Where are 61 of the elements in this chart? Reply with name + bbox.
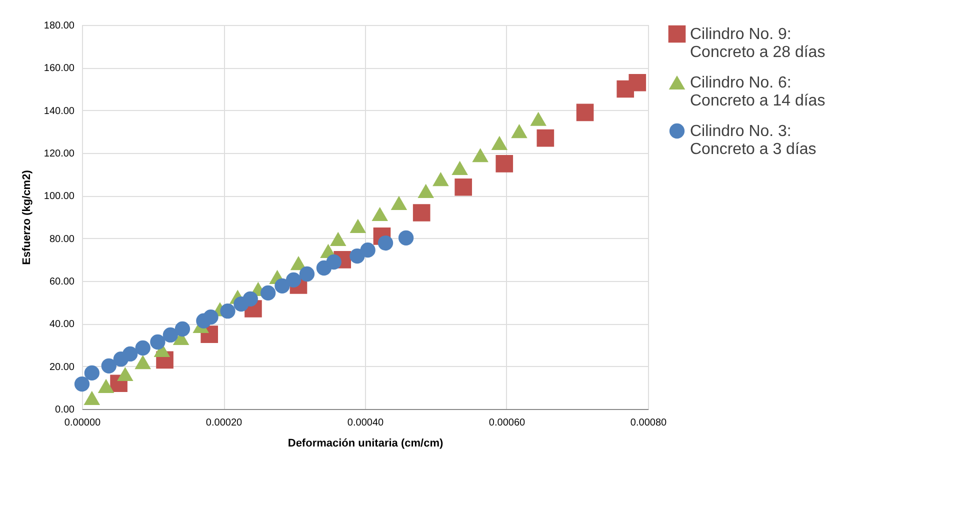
point — [299, 266, 315, 282]
point — [117, 366, 134, 382]
x-tick-label: 0.00040 — [347, 418, 384, 428]
point — [274, 278, 290, 294]
point — [84, 365, 100, 381]
point — [350, 218, 366, 234]
point — [350, 248, 365, 264]
point — [432, 172, 449, 186]
point — [418, 184, 434, 198]
point — [398, 230, 414, 246]
y-tick-label: 40.00 — [49, 319, 75, 330]
y-tick-label: 140.00 — [44, 106, 75, 117]
x-tick-label: 0.00060 — [488, 418, 526, 428]
point — [242, 291, 258, 306]
point — [122, 346, 138, 362]
point — [101, 358, 116, 374]
y-tick-label: 60.00 — [49, 276, 75, 288]
point — [536, 129, 554, 147]
y-tick-label: 120.00 — [44, 148, 75, 160]
x-tick-label: 0.00000 — [64, 418, 102, 428]
point — [84, 390, 100, 405]
point — [390, 196, 408, 210]
legend-label: Cilindro No. 6: Concreto a 14 días — [690, 74, 826, 110]
point — [330, 232, 346, 246]
y-tick-label: 20.00 — [49, 362, 75, 373]
point — [452, 160, 468, 175]
y-tick-label: 160.00 — [44, 63, 75, 74]
point — [286, 272, 302, 288]
legend-label: Cilindro No. 9: Concreto a 28 días — [690, 26, 826, 61]
point — [74, 376, 90, 392]
point — [150, 334, 166, 350]
y-tick-label: 80.00 — [49, 234, 75, 245]
point — [472, 148, 488, 162]
y-axis-title: Esfuerzo (kg/cm2) — [20, 170, 33, 265]
point — [326, 254, 342, 270]
point — [378, 235, 394, 251]
point — [162, 327, 178, 343]
point — [576, 104, 594, 122]
legend-label: Cilindro No. 3: Concreto a 3 días — [690, 123, 816, 158]
x-tick-label: 0.00020 — [206, 418, 243, 428]
point — [360, 242, 376, 258]
point — [98, 378, 114, 394]
point — [628, 74, 646, 92]
point — [174, 321, 190, 337]
point — [135, 340, 150, 356]
point — [454, 178, 472, 196]
point — [203, 309, 218, 325]
point — [496, 155, 514, 172]
y-tick-label: 100.00 — [44, 191, 75, 202]
point — [412, 204, 430, 222]
point — [530, 112, 546, 126]
point — [491, 136, 508, 150]
point — [260, 285, 276, 301]
y-tick-label: 180.00 — [44, 20, 75, 32]
y-tick-label: 0.00 — [55, 404, 75, 416]
point — [372, 206, 388, 222]
x-axis-title: Deformación unitaria (cm/cm) — [288, 438, 444, 450]
x-tick-label: 0.00080 — [630, 418, 668, 428]
point — [134, 355, 151, 370]
point — [220, 304, 236, 319]
point — [511, 124, 528, 138]
